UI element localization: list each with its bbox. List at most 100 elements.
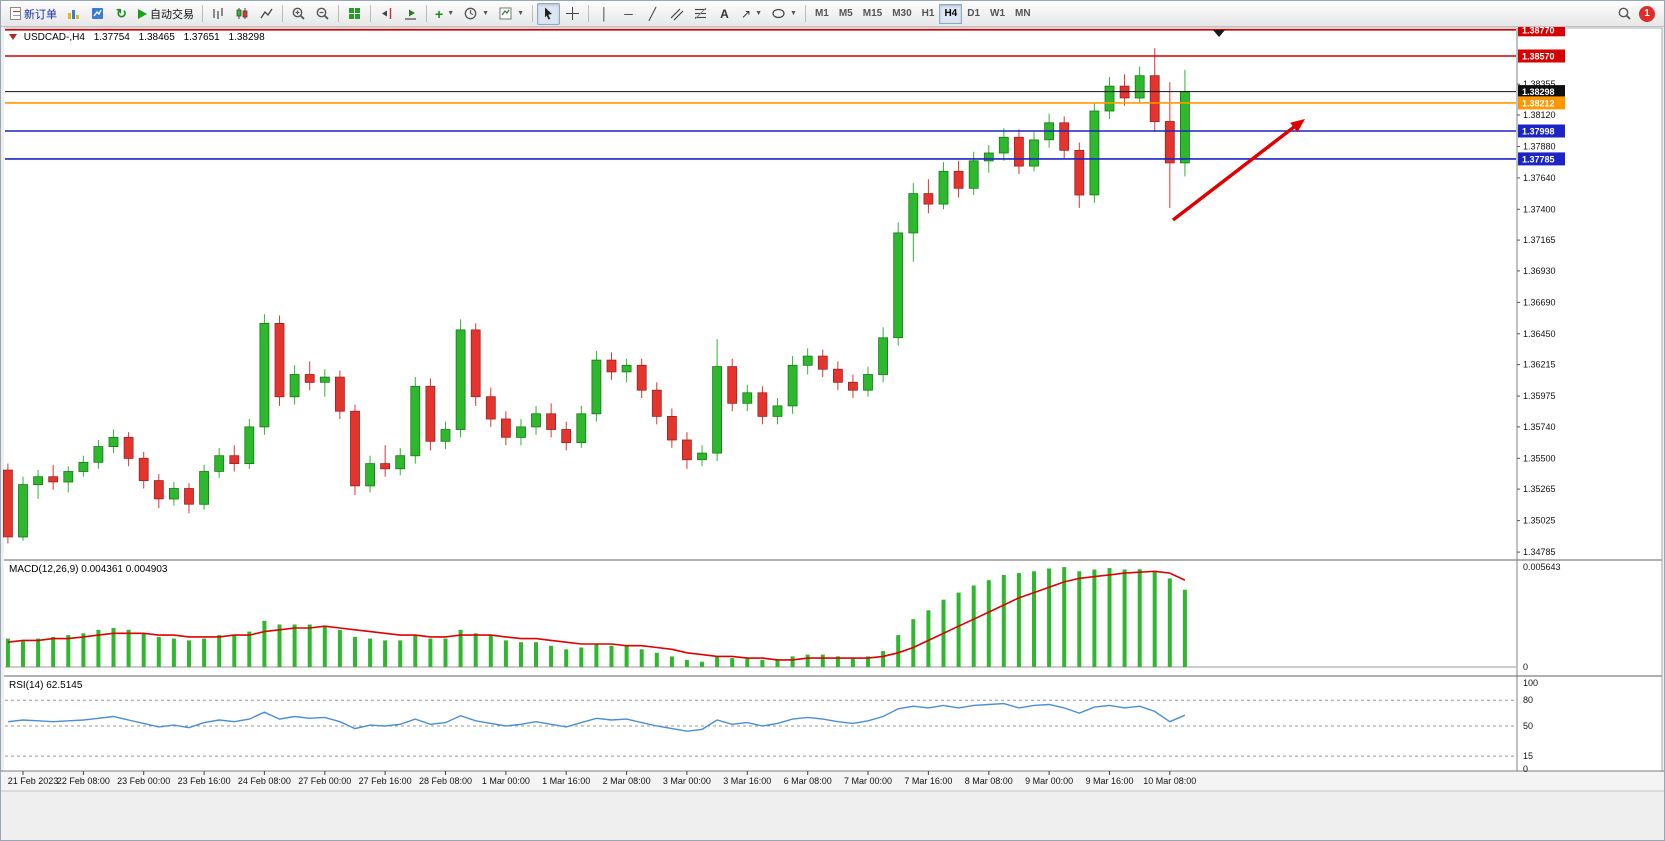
- timeframe-button-M1[interactable]: M1: [810, 4, 834, 24]
- new-order-label: 新订单: [24, 8, 57, 21]
- price-axis[interactable]: 1.38355 1.38120 1.37880 1.37640 1.37400 1.371…: [1517, 79, 1556, 557]
- symbol-marker-icon: [9, 34, 17, 41]
- cursor-button[interactable]: [537, 2, 560, 25]
- new-order-button[interactable]: 新订单: [6, 3, 61, 25]
- fibonacci-button[interactable]: [689, 3, 712, 25]
- chevron-down-icon: ▼: [482, 10, 490, 17]
- crosshair-icon: [566, 7, 579, 20]
- trendline-button[interactable]: ╱: [641, 3, 664, 25]
- macd-axis: 0.005643 0: [1523, 562, 1561, 672]
- svg-text:24 Feb 08:00: 24 Feb 08:00: [238, 776, 291, 786]
- svg-text:1.34785: 1.34785: [1523, 547, 1556, 557]
- shapes-icon: [772, 8, 785, 19]
- svg-text:1.37400: 1.37400: [1523, 204, 1556, 214]
- timeframe-button-M30[interactable]: M30: [887, 4, 916, 24]
- zoom-in-button[interactable]: [287, 3, 310, 25]
- svg-text:27 Feb 16:00: 27 Feb 16:00: [359, 776, 412, 786]
- timeframe-button-H4[interactable]: H4: [939, 3, 963, 24]
- svg-text:1.35025: 1.35025: [1523, 516, 1556, 526]
- toolbar-separator: [202, 5, 203, 22]
- svg-text:1.35975: 1.35975: [1523, 391, 1556, 401]
- svg-text:50: 50: [1523, 721, 1533, 731]
- svg-text:1.36450: 1.36450: [1523, 329, 1556, 339]
- timeframe-button-D1[interactable]: D1: [962, 4, 985, 24]
- svg-text:1.35265: 1.35265: [1523, 484, 1556, 494]
- toolbar-separator: [426, 5, 427, 22]
- svg-text:9 Mar 00:00: 9 Mar 00:00: [1025, 776, 1073, 786]
- toolbar-separator: [588, 5, 589, 22]
- timeframe-button-MN[interactable]: MN: [1010, 4, 1036, 24]
- timeframe-button-M5[interactable]: M5: [834, 4, 858, 24]
- text-tool-button[interactable]: A: [713, 3, 736, 25]
- zoom-out-button[interactable]: [311, 3, 334, 25]
- bar-chart-button[interactable]: [207, 3, 230, 25]
- macd-panel: [5, 567, 1516, 668]
- auto-scroll-button[interactable]: [399, 3, 422, 25]
- svg-text:27 Feb 00:00: 27 Feb 00:00: [298, 776, 351, 786]
- svg-text:1.37998: 1.37998: [1522, 127, 1555, 137]
- indicators-button[interactable]: + ▼: [431, 3, 458, 25]
- shapes-tool-button[interactable]: ▼: [767, 3, 801, 25]
- horizontal-line-button[interactable]: ─: [617, 3, 640, 25]
- svg-text:100: 100: [1523, 678, 1538, 688]
- timeframe-toolbar: M1 M5 M15 M30 H1 H4 D1 W1 MN: [810, 3, 1036, 24]
- chart-shift-marker[interactable]: [1213, 30, 1225, 37]
- zoom-in-icon: [292, 7, 305, 20]
- vertical-line-button[interactable]: │: [593, 3, 616, 25]
- cursor-icon: [545, 7, 552, 20]
- symbol-period-label: USDCAD-,H4: [23, 32, 85, 43]
- templates-button[interactable]: ▼: [494, 3, 528, 25]
- svg-text:28 Feb 08:00: 28 Feb 08:00: [419, 776, 472, 786]
- notification-badge[interactable]: 1: [1639, 5, 1655, 22]
- macd-label: MACD(12,26,9) 0.004361 0.004903: [9, 564, 168, 575]
- templates-icon: [499, 7, 512, 20]
- arrow-tool-icon: ↗: [741, 6, 752, 21]
- line-chart-button[interactable]: [255, 3, 278, 25]
- navigator-button[interactable]: [86, 3, 109, 25]
- tile-windows-button[interactable]: [343, 3, 366, 25]
- bar-chart-icon: [213, 8, 223, 19]
- svg-text:2 Mar 08:00: 2 Mar 08:00: [603, 776, 651, 786]
- rsi-axis: 100 80 50 15 0: [1523, 678, 1538, 774]
- timeframe-button-M15[interactable]: M15: [858, 4, 887, 24]
- panel-splitter[interactable]: [4, 675, 1662, 677]
- main-toolbar: 新订单 ↻ 自动交易: [1, 1, 1664, 27]
- svg-text:1 Mar 00:00: 1 Mar 00:00: [482, 776, 530, 786]
- horizontal-line-icon: ─: [624, 6, 633, 21]
- svg-text:8 Mar 08:00: 8 Mar 08:00: [965, 776, 1013, 786]
- candlestick-chart-button[interactable]: [231, 3, 254, 25]
- chevron-down-icon: ▼: [755, 10, 762, 17]
- svg-text:9 Mar 16:00: 9 Mar 16:00: [1085, 776, 1133, 786]
- trendline-icon: ╱: [648, 6, 657, 21]
- line-chart-icon: [260, 8, 273, 19]
- toolbar-separator: [282, 5, 283, 22]
- trend-arrow[interactable]: [1171, 119, 1305, 222]
- channel-button[interactable]: [665, 3, 688, 25]
- toolbar-separator: [338, 5, 339, 22]
- search-button[interactable]: [1613, 3, 1636, 25]
- chart-shift-button[interactable]: [375, 3, 398, 25]
- svg-text:1.35500: 1.35500: [1523, 453, 1556, 463]
- timeframe-button-H1[interactable]: H1: [917, 4, 940, 24]
- periods-button[interactable]: ▼: [459, 3, 493, 25]
- svg-text:22 Feb 08:00: 22 Feb 08:00: [57, 776, 110, 786]
- market-watch-button[interactable]: [62, 3, 85, 25]
- fibonacci-icon: [694, 7, 707, 20]
- autotrading-button[interactable]: 自动交易: [134, 3, 198, 25]
- low-value: 1.37651: [183, 32, 220, 43]
- svg-text:21 Feb 2023: 21 Feb 2023: [8, 776, 59, 786]
- svg-text:7 Mar 16:00: 7 Mar 16:00: [904, 776, 952, 786]
- terminal-button[interactable]: ↻: [110, 3, 133, 25]
- market-watch-icon: [68, 10, 79, 19]
- chevron-down-icon: ▼: [790, 10, 797, 17]
- svg-text:1.38212: 1.38212: [1522, 98, 1555, 108]
- panel-splitter[interactable]: [4, 559, 1662, 561]
- candlestick-chart-icon: [236, 8, 248, 19]
- arrows-tool-button[interactable]: ↗ ▼: [737, 3, 766, 25]
- svg-text:1.37785: 1.37785: [1522, 154, 1555, 164]
- crosshair-button[interactable]: [561, 3, 584, 25]
- horizontal-lines[interactable]: [5, 28, 1516, 160]
- timeframe-button-W1[interactable]: W1: [985, 4, 1010, 24]
